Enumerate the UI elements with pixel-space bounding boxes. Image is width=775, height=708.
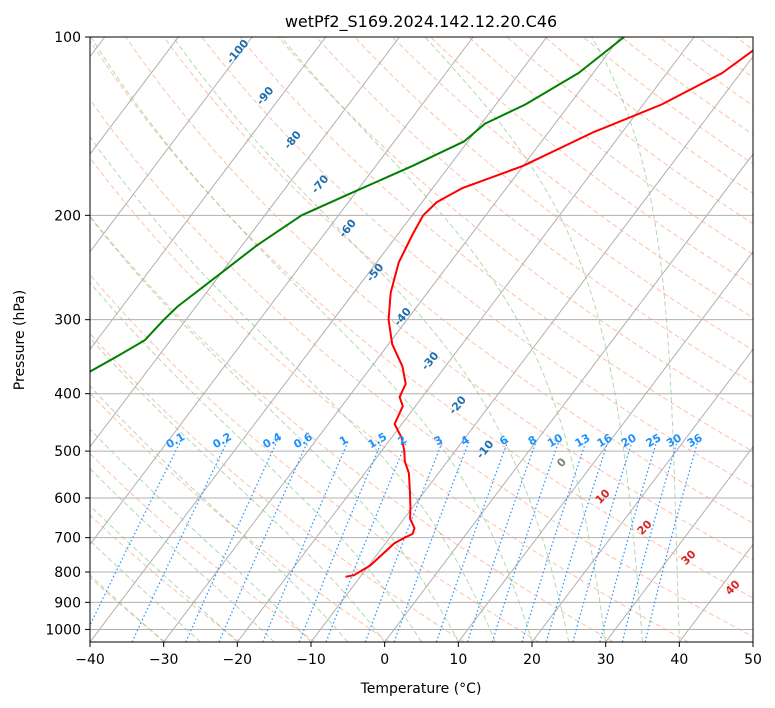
dry-adiabat-line [90,215,614,642]
y-tick-label: 700 [54,531,81,547]
isotherm-line [90,37,327,351]
x-axis-title: Temperature (°C) [360,681,482,697]
y-axis-title: Pressure (hPa) [12,290,28,390]
mixing-ratio-line [545,440,609,642]
mixing-ratio-line [90,440,182,627]
y-tick-label: 900 [54,595,81,611]
dry-adiabat-line [392,37,753,319]
y-tick-label: 400 [54,387,81,403]
dry-adiabats [90,37,753,642]
x-tick-label: 40 [670,652,688,668]
moist-adiabat-line [90,467,275,642]
isotherm-line [90,37,474,546]
x-tick-label: 20 [523,652,541,668]
x-tick-label: 0 [380,652,389,668]
temperature-profile [345,49,753,578]
x-tick-label: 30 [597,652,615,668]
isotherm-line [90,37,179,155]
dry-adiabat-line [582,37,753,165]
y-tick-label: 1000 [45,622,81,638]
mixing-ratio-line [644,440,699,642]
chart-title: wetPf2_S169.2024.142.12.20.C46 [285,12,557,32]
mixing-ratio-line [435,440,509,642]
sounding-profiles [90,37,753,578]
isotherm-line [90,37,400,448]
x-tick-label: −40 [75,652,105,668]
isotherm-line [457,250,753,642]
x-tick-label: −30 [149,652,179,668]
y-tick-label: 100 [54,30,81,46]
moist-adiabat-line [280,37,607,642]
isotherm-line [90,37,253,253]
moist-adiabat-line [90,37,533,642]
y-tick-label: 200 [54,208,81,224]
y-tick-label: 600 [54,491,81,507]
moist-adiabat-line [90,216,459,642]
plot-frame [89,36,754,643]
mixing-ratio-line [185,440,278,642]
y-tick-label: 500 [54,444,81,460]
dry-adiabat-line [90,452,315,642]
dry-adiabat-line [201,37,753,488]
x-tick-label: 50 [744,652,762,668]
y-tick-label: 800 [54,565,81,581]
mixing-ratio-line [262,440,350,642]
dry-adiabat-line [90,332,465,642]
moist-adiabat-line [172,37,570,642]
dry-adiabat-line [90,392,390,642]
x-axis: −40 −30 −20 −10 0 10 20 30 40 50 [75,642,762,668]
dry-adiabat-line [163,37,753,524]
mixing-ratio-line [572,440,633,642]
dry-adiabat-line [468,37,753,255]
dry-adiabat-line [544,37,753,195]
y-tick-label: 300 [54,313,81,329]
x-tick-label: −10 [296,652,326,668]
isotherm-line [384,153,753,642]
isotherm-line [310,55,753,642]
isotherm-line [90,37,548,642]
mixing-ratio-line [521,440,587,642]
dry-adiabat-line [277,37,753,418]
dry-adiabat-line [239,37,753,453]
dry-adiabat-line [315,37,753,384]
plot-area: -100-90-80-70-60-50-40-30-20-100.1 0.2 0.4… [90,37,753,642]
dry-adiabat-line [90,98,753,638]
dry-adiabat-line [125,37,753,561]
moist-adiabat-line [90,281,422,642]
moist-adiabats [90,37,680,642]
isotherm-line [236,37,695,642]
mixing-ratio-line [621,440,678,642]
x-tick-label: 10 [449,652,467,668]
x-tick-label: −20 [223,652,253,668]
mixing-ratio-line [218,440,309,642]
moist-adiabat-line [424,37,643,642]
dry-adiabat-line [90,157,689,642]
isotherm-line [605,446,753,642]
mixing-ratio-line [393,440,470,642]
mixing-ratio-line [599,440,658,642]
moist-adiabat-line [90,385,349,642]
isotherm-line [531,348,753,642]
dry-adiabat-line [90,39,753,599]
dewpoint-profile [90,37,625,373]
y-axis: 100 200 300 400 500 600 700 800 900 1000 [45,30,90,638]
pressure-gridlines [90,37,753,630]
mixing-ratio-lines [90,440,699,642]
moist-adiabat-line [591,37,680,642]
